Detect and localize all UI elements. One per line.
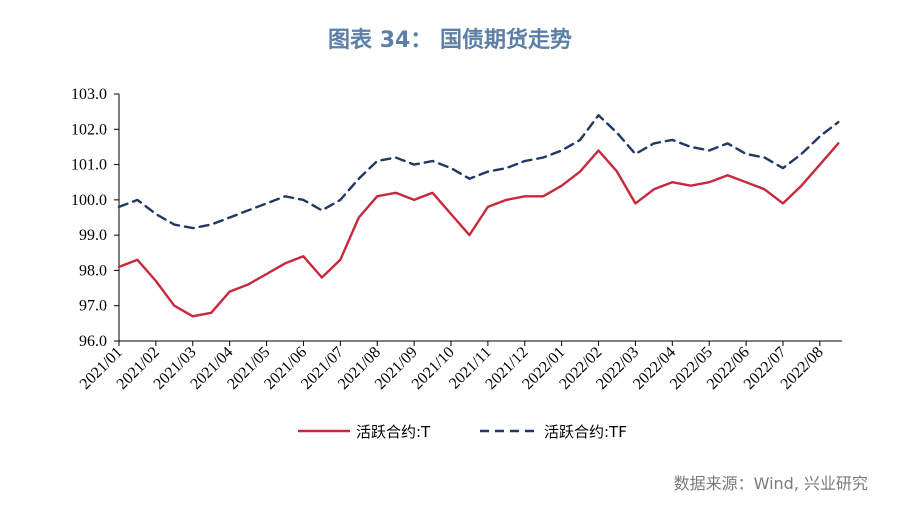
legend: 活跃合约:T 活跃合约:TF xyxy=(298,423,627,441)
y-axis: 96.0 97.0 98.0 99.0 100.0 101.0 102.0 103.0 xyxy=(71,86,120,350)
y-tick-label: 101.0 xyxy=(71,157,107,174)
series-layer xyxy=(117,113,840,318)
y-tick-label: 96.0 xyxy=(79,333,107,350)
y-tick-label: 103.0 xyxy=(71,86,107,103)
legend-label-tf: 活跃合约:TF xyxy=(544,423,627,441)
legend-label-t: 活跃合约:T xyxy=(356,423,431,441)
source-note: 数据来源：Wind, 兴业研究 xyxy=(673,474,868,493)
chart-title: 图表 34： 国债期货走势 xyxy=(328,28,572,53)
y-tick-label: 97.0 xyxy=(79,298,107,315)
y-tick-label: 100.0 xyxy=(71,192,107,209)
series-line-tf xyxy=(117,113,840,230)
y-tick-label: 102.0 xyxy=(71,121,107,138)
series-line-t xyxy=(117,142,840,318)
y-tick-label: 98.0 xyxy=(79,262,107,279)
y-tick-label: 99.0 xyxy=(79,227,107,244)
x-axis: 2021/012021/022021/032021/042021/052021/… xyxy=(77,340,842,393)
